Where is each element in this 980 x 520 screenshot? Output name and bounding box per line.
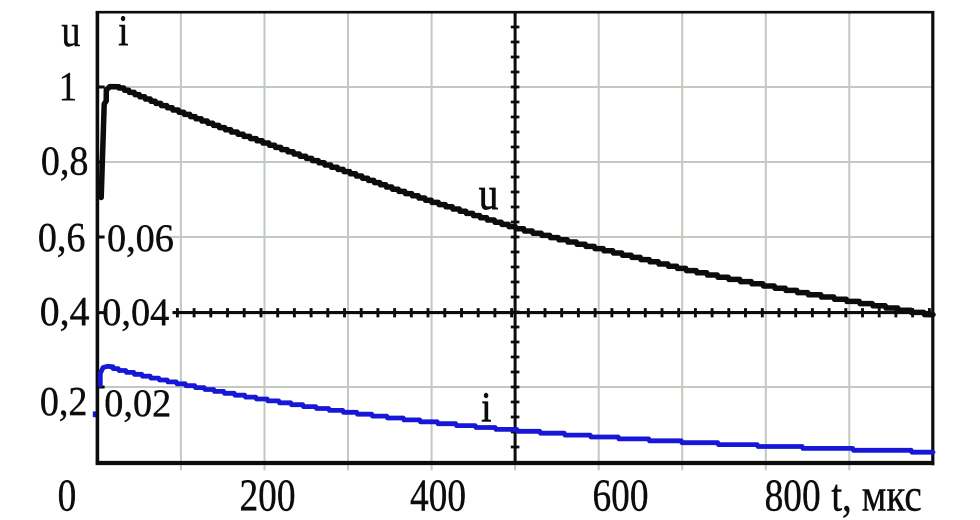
svg-text:t, мкс: t, мкс: [831, 471, 922, 520]
svg-text:0,4: 0,4: [40, 288, 90, 334]
svg-text:0,06: 0,06: [107, 217, 174, 259]
svg-text:u: u: [61, 7, 80, 57]
svg-text:0,8: 0,8: [41, 138, 89, 184]
svg-text:1: 1: [59, 64, 77, 109]
svg-text:i: i: [118, 6, 128, 54]
svg-text:0,02: 0,02: [104, 383, 171, 425]
svg-text:600: 600: [592, 470, 648, 520]
svg-text:800: 800: [765, 470, 821, 520]
svg-text:0,04: 0,04: [102, 292, 169, 334]
svg-text:i: i: [481, 385, 491, 431]
svg-text:0,2: 0,2: [40, 379, 88, 425]
svg-text:400: 400: [410, 470, 466, 520]
svg-text:0,6: 0,6: [38, 215, 86, 261]
svg-text:u: u: [479, 169, 499, 220]
svg-text:200: 200: [239, 470, 295, 520]
svg-text:0: 0: [58, 470, 77, 520]
